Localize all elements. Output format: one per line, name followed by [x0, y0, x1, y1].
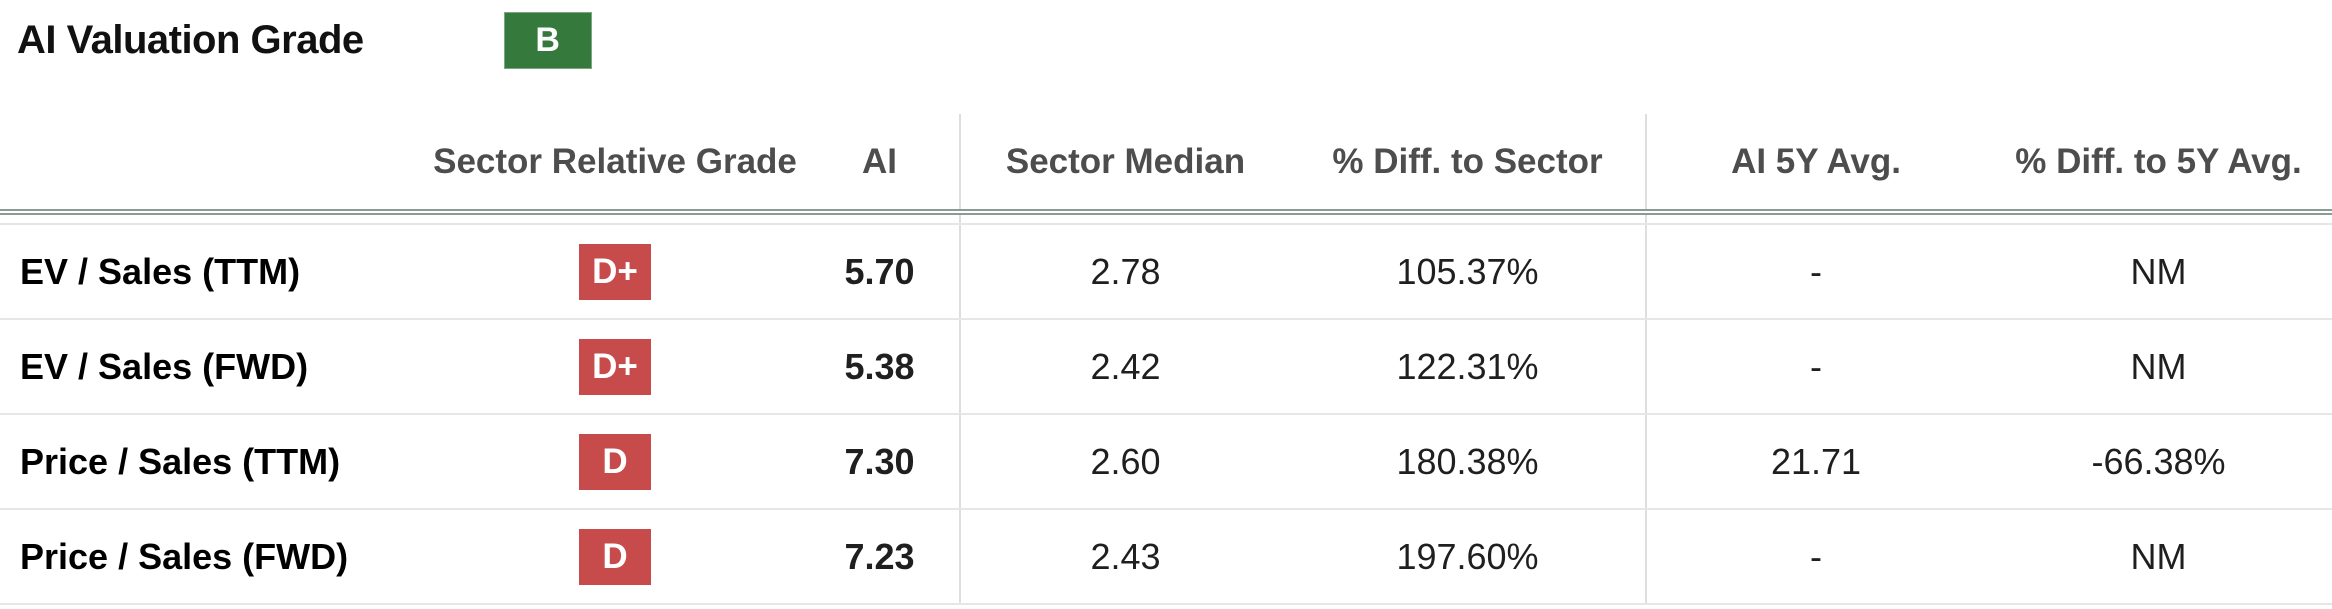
sector-grade-badge[interactable]: D+	[579, 338, 651, 395]
ai-value: 7.23	[800, 509, 960, 605]
grade-cell: D+	[430, 224, 800, 320]
diff-to-sector-value: 122.31%	[1290, 319, 1646, 415]
table-row: Price / Sales (FWD) D 7.23 2.43 197.60% …	[0, 509, 2332, 605]
col-header-ai: AI	[800, 114, 960, 215]
sector-grade-badge[interactable]: D	[579, 433, 651, 490]
diff-to-sector-value: 105.37%	[1290, 224, 1646, 320]
col-header-ai-5y-avg: AI 5Y Avg.	[1645, 114, 1985, 215]
diff-to-sector-value: 180.38%	[1290, 414, 1646, 510]
sector-grade-badge[interactable]: D+	[579, 243, 651, 300]
ai-5y-avg-value: -	[1645, 224, 1985, 320]
col-header-diff-to-5y-avg: % Diff. to 5Y Avg.	[1985, 114, 2332, 215]
diff-to-5y-avg-value: -66.38%	[1985, 414, 2332, 510]
sector-median-value: 2.43	[959, 509, 1290, 605]
page-title: AI Valuation Grade	[17, 17, 364, 62]
diff-to-5y-avg-value: NM	[1985, 319, 2332, 415]
col-header-sector-relative-grade: Sector Relative Grade	[430, 114, 800, 215]
grade-cell: D+	[430, 319, 800, 415]
panel-header: AI Valuation Grade B	[0, 0, 2332, 70]
diff-to-5y-avg-value: NM	[1985, 509, 2332, 605]
grade-cell: D	[430, 414, 800, 510]
table-row: Price / Sales (TTM) D 7.30 2.60 180.38% …	[0, 414, 2332, 510]
grade-cell: D	[430, 509, 800, 605]
overall-grade-badge[interactable]: B	[503, 11, 592, 69]
metric-label: Price / Sales (TTM)	[0, 414, 430, 510]
ai-5y-avg-value: -	[1645, 509, 1985, 605]
ai-5y-avg-value: -	[1645, 319, 1985, 415]
metric-label: Price / Sales (FWD)	[0, 509, 430, 605]
valuation-table: Sector Relative Grade AI Sector Median %…	[0, 114, 2332, 605]
ai-value: 5.70	[800, 224, 960, 320]
col-header-diff-to-sector: % Diff. to Sector	[1290, 114, 1646, 215]
col-header-sector-median: Sector Median	[959, 114, 1290, 215]
header-row: Sector Relative Grade AI Sector Median %…	[0, 114, 2332, 215]
sector-median-value: 2.78	[959, 224, 1290, 320]
diff-to-5y-avg-value: NM	[1985, 224, 2332, 320]
table-row: EV / Sales (TTM) D+ 5.70 2.78 105.37% - …	[0, 224, 2332, 320]
sector-median-value: 2.60	[959, 414, 1290, 510]
ai-value: 5.38	[800, 319, 960, 415]
ai-5y-avg-value: 21.71	[1645, 414, 1985, 510]
diff-to-sector-value: 197.60%	[1290, 509, 1646, 605]
sector-median-value: 2.42	[959, 319, 1290, 415]
metric-label: EV / Sales (TTM)	[0, 224, 430, 320]
sector-grade-badge[interactable]: D	[579, 528, 651, 585]
header-spacer-row	[0, 212, 2332, 225]
table-row: EV / Sales (FWD) D+ 5.38 2.42 122.31% - …	[0, 319, 2332, 415]
metric-label: EV / Sales (FWD)	[0, 319, 430, 415]
ai-value: 7.30	[800, 414, 960, 510]
col-header-metric	[0, 114, 430, 215]
